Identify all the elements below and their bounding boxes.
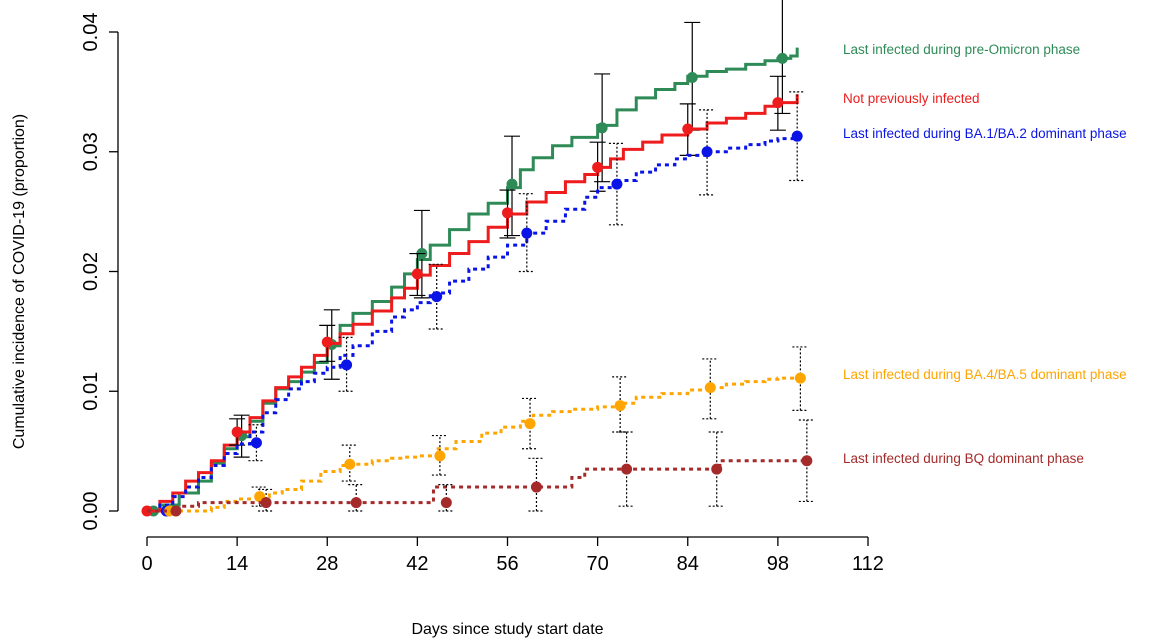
y-axis-title: Cumulative incidence of COVID-19 (propor… <box>11 114 28 449</box>
series-0 <box>147 0 799 517</box>
legend-entry-4: Last infected during BQ dominant phase <box>843 451 1084 466</box>
x-tick-label: 42 <box>406 553 428 575</box>
data-point <box>260 497 272 509</box>
data-point <box>530 481 542 493</box>
series-4 <box>147 419 815 517</box>
data-point <box>506 178 518 190</box>
data-point <box>502 207 513 219</box>
legend-entry-0: Last infected during pre-Omicron phase <box>843 42 1080 57</box>
x-tick-label: 70 <box>587 553 609 575</box>
axes: 0 14 28 42 56 70 84 98 112 0.00 0.01 0.02 0.03 0.04 <box>80 13 884 575</box>
data-point <box>434 450 446 462</box>
x-tick-label: 28 <box>316 553 338 575</box>
x-tick-label: 84 <box>677 553 699 575</box>
data-point <box>321 336 333 348</box>
data-point <box>686 72 698 84</box>
legend-entry-1: Not previously infected <box>843 91 980 106</box>
data-point <box>231 426 243 438</box>
x-tick-label: 112 <box>852 553 884 575</box>
legend: Last infected during pre-Omicron phase No… <box>843 42 1127 466</box>
data-point <box>524 418 536 430</box>
series-line <box>147 133 799 513</box>
y-tick-label: 0.01 <box>80 372 102 411</box>
x-tick-label: 14 <box>226 553 248 575</box>
data-point <box>521 227 533 239</box>
data-point <box>682 123 694 135</box>
y-tick-label: 0.02 <box>80 252 102 291</box>
data-point <box>592 161 604 173</box>
legend-entry-3: Last infected during BA.4/BA.5 dominant … <box>843 367 1127 382</box>
data-point <box>614 400 626 412</box>
data-point <box>596 122 608 134</box>
data-point <box>440 497 452 509</box>
series-line <box>147 94 799 513</box>
data-point <box>701 146 713 158</box>
data-point <box>704 382 716 394</box>
data-point <box>431 291 443 303</box>
legend-entry-2: Last infected during BA.1/BA.2 dominant … <box>843 126 1127 141</box>
series-line <box>147 376 799 513</box>
data-point <box>611 178 623 190</box>
data-point <box>621 463 633 475</box>
data-point <box>341 359 353 371</box>
data-point <box>344 458 356 470</box>
series-1 <box>141 75 799 517</box>
data-point <box>772 97 784 109</box>
x-tick-label: 98 <box>767 553 789 575</box>
data-point <box>776 52 788 64</box>
data-point <box>794 372 806 384</box>
series-2 <box>147 91 806 517</box>
x-axis-title: Days since study start date <box>411 621 603 638</box>
data-point <box>170 505 182 517</box>
x-tick-label: 56 <box>496 553 518 575</box>
data-point <box>791 130 803 142</box>
data-point <box>350 497 362 509</box>
series-3 <box>147 346 809 517</box>
y-tick-label: 0.03 <box>80 132 102 171</box>
y-tick-label: 0.00 <box>80 492 102 531</box>
data-point <box>801 455 813 467</box>
data-point <box>711 463 723 475</box>
data-point <box>411 268 423 280</box>
y-tick-label: 0.04 <box>80 13 102 52</box>
plot-area <box>141 0 815 517</box>
series-line <box>147 459 804 513</box>
x-tick-label: 0 <box>141 553 152 575</box>
data-point <box>250 437 262 449</box>
